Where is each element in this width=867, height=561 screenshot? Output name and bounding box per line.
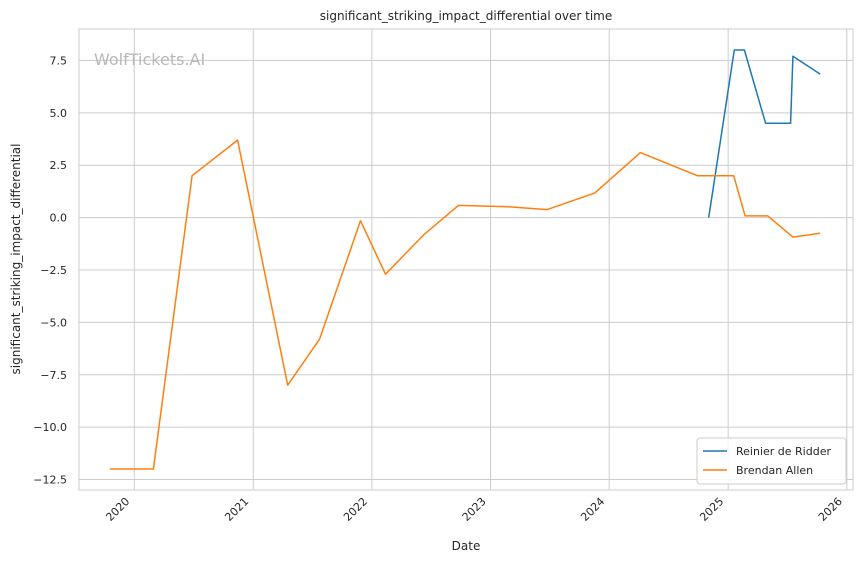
series-line-brendan-allen xyxy=(109,139,821,470)
x-tick-label: 2026 xyxy=(816,495,845,524)
chart-title: significant_striking_impact_differential… xyxy=(320,9,612,23)
legend: Reinier de Ridder Brendan Allen xyxy=(696,437,847,485)
x-tick-label: 2025 xyxy=(697,495,726,524)
y-axis-title: significant_striking_impact_differential xyxy=(9,144,23,375)
x-tick-label: 2021 xyxy=(222,495,251,524)
series-layer xyxy=(109,49,821,470)
y-tick-label: −2.5 xyxy=(40,264,67,277)
x-tick-label: 2020 xyxy=(103,495,132,524)
x-axis-ticks: 2020 2021 2022 2023 2024 2025 2026 xyxy=(103,495,845,524)
watermark: WolfTickets.AI xyxy=(94,50,205,69)
y-axis-ticks: 7.5 5.0 2.5 0.0 −2.5 −5.0 −7.5 −10.0 −12.5 xyxy=(33,54,67,486)
y-tick-label: −10.0 xyxy=(33,421,67,434)
plot-background xyxy=(79,29,853,490)
x-tick-label: 2024 xyxy=(578,495,607,524)
grid-lines xyxy=(79,29,853,490)
plot-frame xyxy=(78,28,854,491)
legend-box xyxy=(696,437,847,485)
x-axis-title: Date xyxy=(452,539,481,553)
legend-label-reinier-de-ridder: Reinier de Ridder xyxy=(736,445,831,458)
y-tick-label: −7.5 xyxy=(40,369,67,382)
y-tick-label: 0.0 xyxy=(50,212,68,225)
x-tick-label: 2022 xyxy=(341,495,370,524)
series-line-reinier-de-ridder xyxy=(707,49,821,218)
y-tick-label: 7.5 xyxy=(50,54,68,67)
y-tick-label: −12.5 xyxy=(33,474,67,487)
y-tick-label: 2.5 xyxy=(50,159,68,172)
y-tick-label: −5.0 xyxy=(40,316,67,329)
legend-label-brendan-allen: Brendan Allen xyxy=(736,464,813,477)
y-tick-label: 5.0 xyxy=(50,107,68,120)
x-tick-label: 2023 xyxy=(460,495,489,524)
